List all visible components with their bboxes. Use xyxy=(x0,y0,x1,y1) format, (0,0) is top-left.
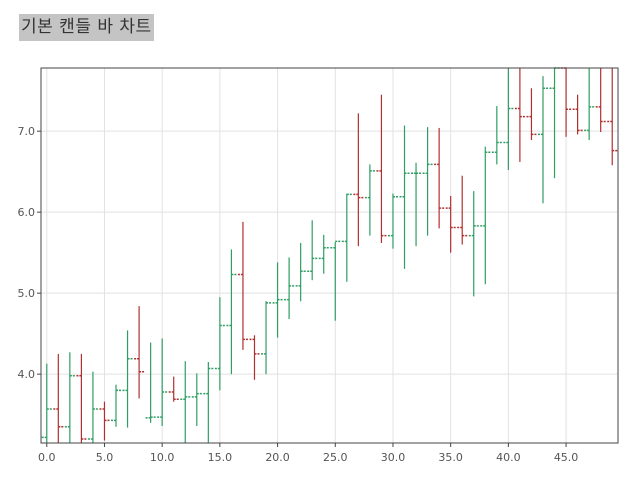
ohlc-bar xyxy=(526,88,537,141)
ohlc-bar xyxy=(376,94,387,243)
y-tick-label: 7.0 xyxy=(18,125,36,138)
ohlc-bar xyxy=(422,127,433,236)
ohlc-bar xyxy=(457,175,468,245)
ohlc-bar xyxy=(549,67,560,179)
ohlc-bar xyxy=(272,262,283,338)
chart-title: 기본 캔들 바 차트 xyxy=(19,14,154,41)
ohlc-bar xyxy=(214,297,225,391)
ohlc-bar xyxy=(434,127,445,229)
ohlc-bar xyxy=(168,376,179,402)
ohlc-bar xyxy=(364,164,375,236)
ohlc-bar xyxy=(561,67,572,137)
ohlc-bar xyxy=(111,384,122,427)
ohlc-bar xyxy=(191,373,202,426)
ohlc-bar xyxy=(284,257,295,320)
x-tick-label: 0.0 xyxy=(38,451,56,464)
ohlc-bars xyxy=(41,67,618,443)
ohlc-bar xyxy=(122,330,133,428)
x-tick-label: 10.0 xyxy=(150,451,175,464)
x-tick-label: 25.0 xyxy=(323,451,348,464)
y-tick-label: 4.0 xyxy=(18,368,36,381)
x-tick-label: 40.0 xyxy=(496,451,521,464)
ohlc-bar xyxy=(249,335,260,380)
ohlc-bar xyxy=(53,353,64,443)
ohlc-bar xyxy=(399,125,410,269)
x-tick-label: 30.0 xyxy=(381,451,406,464)
ohlc-bar xyxy=(145,342,156,423)
ohlc-bar xyxy=(353,113,364,247)
ohlc-bar xyxy=(99,401,110,441)
ohlc-bar xyxy=(64,352,75,443)
ohlc-bar xyxy=(607,68,618,166)
ohlc-bar xyxy=(514,68,525,162)
x-tick-label: 35.0 xyxy=(438,451,463,464)
ohlc-bar xyxy=(572,94,583,135)
ohlc-bar xyxy=(503,68,514,171)
ohlc-bar xyxy=(134,306,145,399)
ohlc-bar xyxy=(341,193,352,282)
ohlc-bar xyxy=(491,106,502,165)
ohlc-bar xyxy=(295,242,306,302)
x-tick-label: 5.0 xyxy=(96,451,114,464)
y-axis: 4.0 5.0 6.0 7.0 xyxy=(18,125,41,381)
ohlc-bar xyxy=(226,249,237,375)
ohlc-bar xyxy=(537,76,548,204)
ohlc-bar xyxy=(87,371,98,443)
ohlc-bar xyxy=(41,363,52,443)
ohlc-bar xyxy=(468,191,479,297)
ohlc-bar xyxy=(307,220,318,281)
ohlc-bar xyxy=(330,240,341,321)
y-tick-label: 6.0 xyxy=(18,206,36,219)
ohlc-bar xyxy=(203,362,214,443)
ohlc-bar xyxy=(261,301,272,375)
ohlc-bar xyxy=(237,221,248,350)
x-tick-label: 20.0 xyxy=(265,451,290,464)
ohlc-bar xyxy=(480,146,491,285)
ohlc-bar xyxy=(76,353,87,443)
x-tick-label: 15.0 xyxy=(208,451,233,464)
y-tick-label: 5.0 xyxy=(18,287,36,300)
plot-frame xyxy=(40,67,619,444)
ohlc-bar xyxy=(411,162,422,247)
ohlc-bar xyxy=(180,361,191,443)
ohlc-bar xyxy=(445,195,456,253)
ohlc-bar xyxy=(584,68,595,141)
ohlc-bar xyxy=(318,234,329,274)
x-tick-label: 45.0 xyxy=(554,451,579,464)
x-axis: 0.0 5.0 10.0 15.0 20.0 25.0 30.0 35.0 40.0 45.0 xyxy=(38,443,578,464)
ohlc-bar xyxy=(157,338,168,426)
ohlc-bar xyxy=(595,68,606,132)
ohlc-bar xyxy=(387,193,398,249)
